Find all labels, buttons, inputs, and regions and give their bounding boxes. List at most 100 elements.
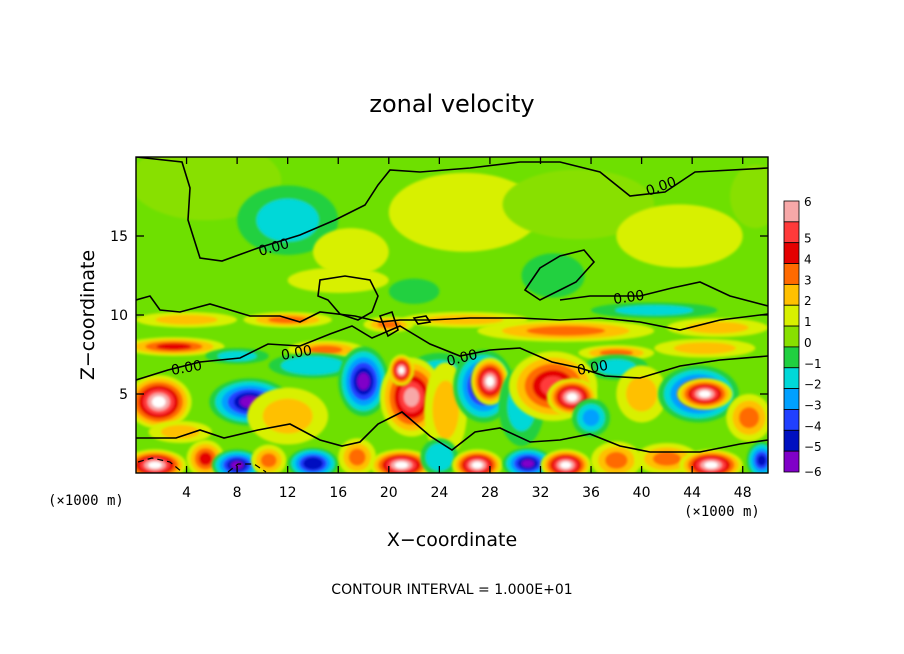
x-tick-label-40: 40: [633, 485, 651, 501]
chart-title: zonal velocity: [369, 90, 534, 118]
colorbar-swatch-6: [783, 325, 800, 348]
field-blob-1-level-2: [256, 198, 319, 242]
zero-contour-island-east: [523, 249, 596, 301]
field-blob-4: [502, 169, 655, 240]
field-blob-10-level-2: [155, 314, 218, 325]
field-blob-6: [730, 164, 768, 229]
colorbar-swatch-9: [783, 388, 800, 410]
field-blob-57: [746, 441, 768, 473]
field-blob-14-level-2: [686, 321, 749, 334]
zero-contour-middle: [136, 325, 768, 381]
field-blob-56-level-7: [704, 461, 718, 469]
field-blob-11-level-3: [268, 316, 308, 324]
field-blob-49-level-7: [394, 461, 409, 469]
colorbar-swatch-5: [783, 304, 800, 327]
x-tick-label-12: 12: [279, 485, 297, 501]
field-blob-7: [521, 253, 585, 298]
y-tick-label-5: 5: [119, 387, 128, 403]
colorbar-swatch-3: [783, 263, 800, 285]
colorbar-label-12: −6: [804, 465, 822, 479]
field-blob-29-level-6: [357, 372, 370, 390]
field-blob-7-level-1: [521, 253, 585, 298]
x-tick-label-16: 16: [329, 485, 347, 501]
field-blob-49: [369, 449, 434, 473]
field-blob-41-level-7: [698, 390, 711, 398]
field-blob-4-level-1: [502, 169, 655, 240]
field-blob-43-level-7: [148, 461, 162, 469]
y-tick-label-15: 15: [110, 229, 128, 245]
field-blob-9: [388, 278, 440, 304]
x-tick-label-8: 8: [233, 485, 242, 501]
field-blob-26-level-2: [160, 425, 200, 439]
colorbar-label-5: 1: [804, 315, 812, 329]
field-blob-48-level-3: [348, 448, 366, 466]
field-blob-50: [420, 438, 459, 473]
dashed-contour-1: [137, 457, 183, 473]
zero-contour-small-2: [412, 315, 432, 325]
contour-label-3: 0.00: [612, 288, 645, 308]
colorbar-swatch-2: [783, 242, 800, 264]
field-blob-38-level-3: [582, 409, 600, 427]
field-blob-20-level-2: [673, 342, 736, 355]
field-blob-47: [287, 447, 339, 473]
colorbar-swatch-10: [783, 409, 800, 431]
field-blob-21: [205, 348, 269, 364]
field-blob-51-level-7: [471, 461, 483, 469]
colorbar-label-11: −5: [804, 440, 822, 454]
field-blob-5: [616, 204, 743, 268]
colorbar-swatch-4: [783, 283, 800, 306]
colorbar-swatch-1: [783, 221, 800, 244]
zero-contour-band-upper: [136, 295, 768, 331]
y-axis-label: Z−coordinate: [77, 250, 99, 380]
contour-label-6: 0.00: [445, 347, 479, 370]
x-axis-label: X−coordinate: [387, 529, 517, 551]
field-blob-53: [540, 449, 592, 473]
colorbar-label-8: −2: [804, 378, 822, 392]
field-blob-16: [401, 311, 528, 328]
field-blob-25: [136, 375, 192, 429]
field-blob-53-level-7: [560, 461, 572, 469]
field-blob-26: [148, 420, 212, 443]
colorbar-label-10: −4: [804, 419, 822, 433]
zero-contour-island-center: [317, 275, 379, 321]
field-blob-50-level-3: [430, 448, 448, 466]
field-blob-44-level-4: [198, 452, 213, 466]
colorbar-label-2: 4: [804, 253, 812, 267]
field-blob-55-level-3: [652, 451, 681, 466]
field-blob-46: [251, 444, 287, 473]
field-blob-19-level-3: [599, 349, 634, 357]
field-blob-18-level-3: [308, 345, 343, 354]
field-blob-38: [572, 398, 610, 437]
field-blob-17: [136, 337, 225, 357]
colorbar-label-7: −1: [804, 357, 822, 371]
field-blob-2-level-1: [312, 228, 389, 276]
field-blob-52: [502, 447, 554, 473]
field-blob-24-level-2: [596, 359, 636, 375]
x-tick-label-20: 20: [380, 485, 398, 501]
field-blob-39-level-2: [626, 376, 658, 412]
field-blob-37-level-7: [566, 393, 578, 402]
field-blob-30-level-6: [403, 387, 420, 407]
zero-contour-small-1: [378, 310, 399, 338]
field-blob-3: [388, 172, 541, 252]
contour-interval-label: CONTOUR INTERVAL = 1.000E+01: [331, 582, 572, 598]
field-blob-5-level-1: [616, 204, 743, 268]
x-tick-label-48: 48: [734, 485, 752, 501]
field-blob-47-level-6: [306, 459, 320, 468]
x-tick-label-24: 24: [430, 485, 448, 501]
field-blob-3-level-1: [388, 172, 541, 252]
field-blob-1: [237, 185, 339, 255]
x-tick-label-44: 44: [683, 485, 701, 501]
field-blob-20: [654, 338, 756, 358]
colorbar: 6 5 4 3 2 1 0 −1 −2 −3 −4 −5 −6: [783, 195, 822, 479]
field-blob-51: [452, 449, 503, 473]
zero-contour-upper: [136, 157, 768, 262]
field-blob-28-level-2: [262, 398, 313, 434]
field-blob-48: [338, 438, 377, 473]
field-blob-22: [268, 352, 358, 379]
velocity-field: [136, 157, 768, 473]
contour-label-5: 0.00: [280, 343, 313, 364]
field-blob-54-level-3: [605, 451, 628, 469]
zero-contour-lower: [136, 411, 768, 453]
